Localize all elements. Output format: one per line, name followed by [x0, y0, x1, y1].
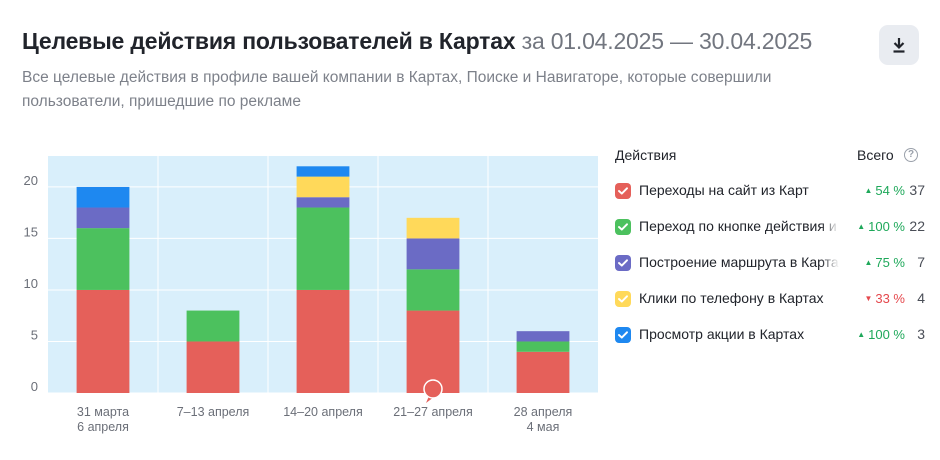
arrow-up-icon: ▲: [857, 222, 866, 231]
chart-subtitle: Все целевые действия в профиле вашей ком…: [22, 69, 772, 110]
legend-checkbox[interactable]: [615, 219, 631, 235]
y-tick-label: 5: [31, 327, 38, 342]
bar-segment: [406, 238, 460, 270]
bar-segment: [296, 166, 350, 177]
legend-label: Переход по кнопке действия и: [639, 218, 839, 234]
legend-delta-value: 75 %: [875, 255, 905, 270]
x-tick-label: 7–13 апреля: [177, 405, 250, 419]
legend-checkbox[interactable]: [615, 327, 631, 343]
y-tick-label: 0: [31, 379, 38, 394]
legend-checkbox[interactable]: [615, 291, 631, 307]
bar-segment: [516, 331, 570, 342]
legend-total: 37: [909, 182, 925, 198]
legend-label: Клики по телефону в Картах: [639, 290, 824, 306]
bar-segment: [296, 176, 350, 198]
download-button[interactable]: [879, 25, 919, 65]
legend-delta-value: 33 %: [875, 291, 905, 306]
legend-item[interactable]: Переходы на сайт из Карт ▲ 54 % 37: [615, 172, 925, 208]
legend-checkbox[interactable]: [615, 183, 631, 199]
x-tick-label: 21–27 апреля: [393, 405, 473, 419]
legend-item[interactable]: Просмотр акции в Картах ▲ 100 % 3: [615, 316, 925, 352]
bar-segment: [516, 351, 570, 393]
arrow-up-icon: ▲: [864, 258, 873, 267]
bar-segment: [296, 207, 350, 290]
legend-total: 7: [917, 254, 925, 270]
legend-delta-value: 54 %: [875, 183, 905, 198]
legend-delta-value: 100 %: [868, 327, 905, 342]
bar-segment: [406, 269, 460, 311]
legend-header-actions: Действия: [615, 147, 677, 163]
arrow-up-icon: ▲: [864, 186, 873, 195]
legend-checkbox[interactable]: [615, 255, 631, 271]
bar-segment: [406, 217, 460, 239]
marker-bubble: [423, 379, 443, 399]
legend-total: 3: [917, 326, 925, 342]
legend-label: Построение маршрута в Картах: [639, 254, 839, 270]
legend-header-total: Всего: [857, 147, 894, 163]
bar-segment: [76, 186, 130, 208]
x-tick-label: 28 апреля: [514, 405, 573, 419]
checkmark-icon: [618, 223, 628, 231]
legend-delta: ▲ 54 %: [864, 183, 905, 198]
legend-item[interactable]: Построение маршрута в Картах ▲ 75 % 7: [615, 244, 925, 280]
x-tick-label: 4 мая: [527, 420, 560, 434]
x-tick-label: 14–20 апреля: [283, 405, 363, 419]
arrow-up-icon: ▲: [857, 330, 866, 339]
event-marker-icon[interactable]: [423, 379, 443, 403]
legend-total: 4: [917, 290, 925, 306]
legend-total: 22: [909, 218, 925, 234]
period-text: за 01.04.2025 — 30.04.2025: [521, 28, 813, 54]
y-tick-label: 15: [24, 224, 38, 239]
legend-header: Действия Всего ?: [615, 147, 925, 167]
legend-label: Переходы на сайт из Карт: [639, 182, 809, 198]
checkmark-icon: [618, 259, 628, 267]
download-icon: [893, 38, 905, 53]
y-tick-label: 10: [24, 276, 38, 291]
arrow-down-icon: ▼: [864, 294, 873, 303]
bar-segment: [296, 289, 350, 393]
legend-item[interactable]: Переход по кнопке действия и ▲ 100 % 22: [615, 208, 925, 244]
legend-delta: ▼ 33 %: [864, 291, 905, 306]
x-tick-label: 6 апреля: [77, 420, 129, 434]
legend-delta-value: 100 %: [868, 219, 905, 234]
bar-segment: [76, 207, 130, 229]
legend-list: Переходы на сайт из Карт ▲ 54 % 37 Переход п…: [615, 172, 925, 352]
y-tick-label: 20: [24, 173, 38, 188]
legend-item[interactable]: Клики по телефону в Картах ▼ 33 % 4: [615, 280, 925, 316]
legend-delta: ▲ 100 %: [857, 327, 905, 342]
bar-segment: [516, 341, 570, 352]
checkmark-icon: [618, 295, 628, 303]
x-tick-label: 31 марта: [77, 405, 129, 419]
checkmark-icon: [618, 187, 628, 195]
bar-segment: [76, 228, 130, 290]
legend-delta: ▲ 100 %: [857, 219, 905, 234]
legend-delta: ▲ 75 %: [864, 255, 905, 270]
bar-segment: [186, 310, 240, 342]
bar-segment: [186, 341, 240, 393]
legend-label: Просмотр акции в Картах: [639, 326, 805, 342]
title-text: Целевые действия пользователей в Картах: [22, 28, 516, 54]
bar-segment: [76, 289, 130, 393]
checkmark-icon: [618, 331, 628, 339]
chart-title: Целевые действия пользователей в Картах …: [22, 28, 812, 55]
question-circle-icon[interactable]: ?: [904, 148, 918, 162]
bar-segment: [296, 197, 350, 208]
